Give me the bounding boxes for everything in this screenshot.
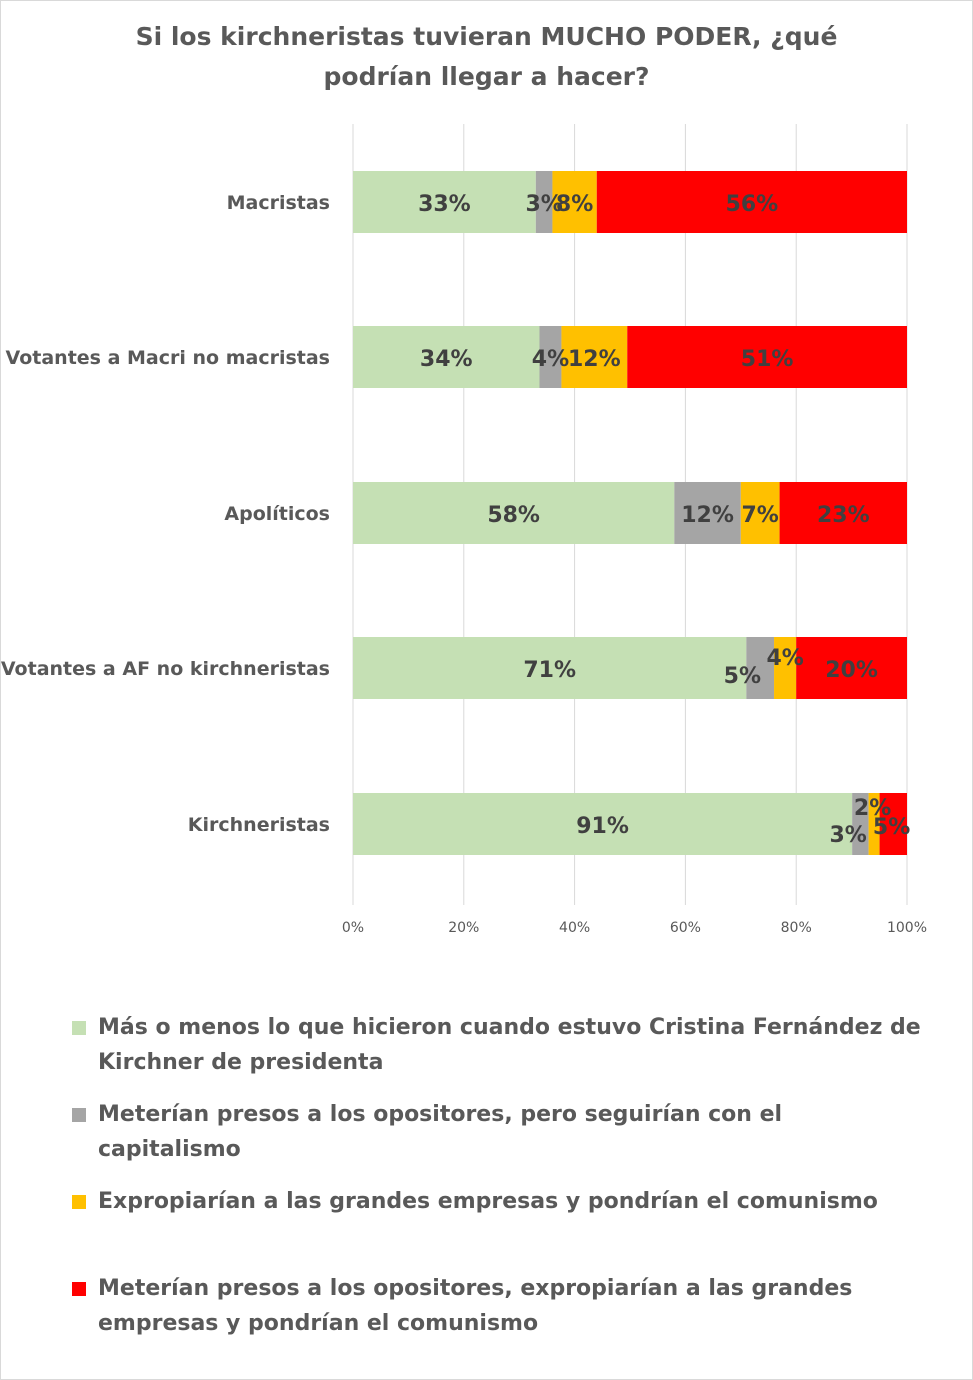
data-label-0-0: 33% — [418, 192, 471, 217]
x-tick-label-0: 0% — [342, 920, 364, 936]
legend-label-4: Meterían presos a los opositores, exprop… — [98, 1276, 853, 1336]
data-label-2-3: 23% — [817, 503, 870, 528]
x-tick-label-2: 40% — [559, 920, 590, 936]
bar-segment-3-1 — [746, 637, 775, 699]
data-label-3-2: 4% — [766, 646, 803, 671]
bar-segment-2-2 — [740, 482, 780, 544]
data-label-1-1: 4% — [532, 347, 569, 372]
category-label-1: Votantes a Macri no macristas — [6, 347, 330, 369]
bar-segment-1-1 — [539, 326, 562, 388]
bar-segment-4-1 — [852, 793, 869, 855]
category-label-2: Apolíticos — [224, 503, 330, 525]
data-label-1-0: 34% — [420, 347, 473, 372]
bar-segment-0-3 — [596, 171, 907, 233]
bar-segment-3-0 — [353, 637, 747, 699]
bar-segment-4-3 — [879, 793, 907, 855]
data-label-4-1: 3% — [829, 823, 866, 848]
chart-plot: 0% 20% 40% 60% 80% 100% Macristas Votantes a Ma… — [1, 124, 927, 936]
legend-swatch-2 — [72, 1108, 86, 1122]
bar-segment-2-3 — [779, 482, 907, 544]
data-label-1-3: 51% — [741, 347, 794, 372]
bar-segment-0-1 — [535, 171, 553, 233]
legend-swatch-3 — [72, 1195, 86, 1209]
legend-label-1: Más o menos lo que hicieron cuando estuv… — [98, 1015, 921, 1075]
legend-item-2: Meterían presos a los opositores, pero s… — [72, 1097, 922, 1167]
legend-item-3: Expropiarían a las grandes empresas y po… — [72, 1184, 922, 1219]
data-label-2-0: 58% — [487, 503, 540, 528]
bar-segment-4-2 — [868, 793, 880, 855]
x-tick-label-3: 60% — [670, 920, 701, 936]
legend-label-3: Expropiarían a las grandes empresas y po… — [98, 1189, 878, 1214]
bar-segment-2-0 — [353, 482, 675, 544]
data-label-4-3: 5% — [873, 815, 910, 840]
category-label-4: Kirchneristas — [188, 814, 330, 836]
x-tick-label-4: 80% — [781, 920, 812, 936]
legend-label-2: Meterían presos a los opositores, pero s… — [98, 1102, 783, 1162]
bar-segment-1-3 — [627, 326, 907, 388]
data-label-2-2: 7% — [742, 503, 779, 528]
data-label-4-0: 91% — [576, 814, 629, 839]
bar-segment-3-3 — [796, 637, 907, 699]
chart-title-line-2: podrían llegar a hacer? — [323, 62, 650, 91]
data-label-3-0: 71% — [523, 658, 576, 683]
category-label-0: Macristas — [227, 192, 330, 214]
data-label-2-1: 12% — [681, 503, 734, 528]
data-label-0-1: 3% — [525, 192, 562, 217]
legend-swatch-1 — [72, 1021, 86, 1035]
bar-segment-2-1 — [674, 482, 741, 544]
x-tick-label-1: 20% — [448, 920, 479, 936]
bar-segment-0-0 — [353, 171, 536, 233]
bar-segment-4-0 — [353, 793, 853, 855]
data-label-3-1: 5% — [724, 664, 761, 689]
bar-segment-3-2 — [774, 637, 797, 699]
data-label-3-3: 20% — [825, 658, 878, 683]
legend-item-4: Meterían presos a los opositores, exprop… — [72, 1271, 922, 1341]
data-label-1-2: 12% — [568, 347, 621, 372]
category-label-3: Votantes a AF no kirchneristas — [1, 658, 330, 680]
bar-segment-1-2 — [561, 326, 628, 388]
legend-swatch-4 — [72, 1282, 86, 1296]
bar-segment-0-2 — [552, 171, 597, 233]
data-label-0-2: 8% — [556, 192, 593, 217]
bar-segment-1-0 — [353, 326, 540, 388]
data-label-0-3: 56% — [726, 192, 779, 217]
data-label-4-2: 2% — [854, 796, 891, 821]
x-tick-label-5: 100% — [887, 920, 927, 936]
legend-item-1: Más o menos lo que hicieron cuando estuv… — [72, 1010, 922, 1080]
chart-title-line-1: Si los kirchneristas tuvieran MUCHO PODE… — [135, 22, 838, 51]
